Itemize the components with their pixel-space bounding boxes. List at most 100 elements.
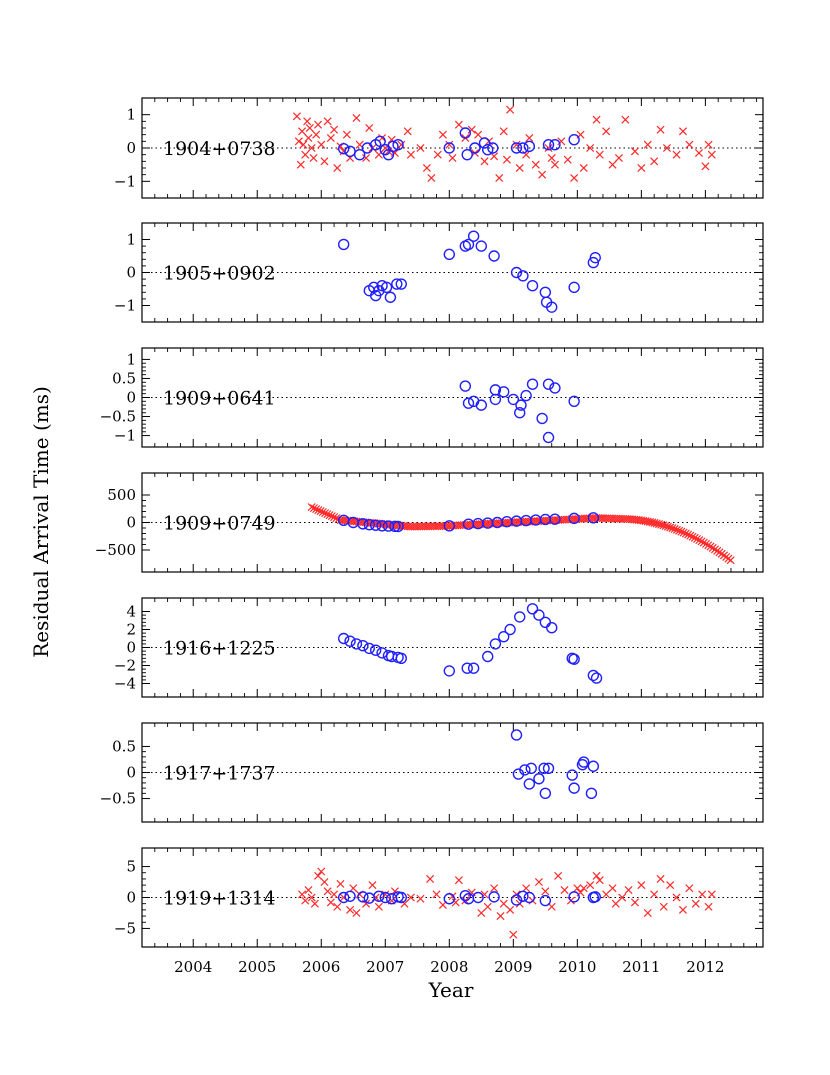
cross-marker <box>426 874 435 883</box>
cross-marker <box>522 884 531 893</box>
pulsar-name-label: 1909+0641 <box>163 388 276 410</box>
circle-marker <box>467 230 480 242</box>
cross-marker <box>474 130 483 139</box>
circle-marker <box>549 513 561 525</box>
cross-marker <box>704 541 713 550</box>
circle-marker <box>510 142 523 154</box>
y-tick-label: 0 <box>126 639 136 657</box>
cross-marker <box>670 524 679 534</box>
y-tick-label: 0.5 <box>112 369 136 387</box>
cross-marker <box>299 140 308 149</box>
cross-marker <box>333 163 342 173</box>
circle-marker <box>363 642 375 655</box>
cross-marker <box>333 902 342 911</box>
circle-marker <box>488 250 500 262</box>
cross-marker <box>301 150 310 159</box>
cross-marker <box>576 888 585 897</box>
cross-marker <box>691 899 700 908</box>
circle-marker <box>395 278 407 290</box>
circle-marker <box>374 135 386 148</box>
cross-marker <box>630 147 639 156</box>
circle-marker <box>546 301 558 313</box>
circle-marker <box>461 662 473 674</box>
y-tick-label: −5 <box>114 919 136 937</box>
circle-marker <box>489 393 502 406</box>
cross-marker <box>390 148 399 158</box>
cross-marker <box>317 867 326 876</box>
cross-marker <box>550 160 559 169</box>
cross-marker <box>499 899 508 908</box>
circle-marker <box>517 142 529 154</box>
cross-marker <box>480 890 489 899</box>
cross-marker <box>534 878 543 887</box>
cross-marker <box>678 905 687 914</box>
cross-marker <box>690 533 699 542</box>
cross-marker <box>362 153 371 163</box>
cross-marker <box>695 536 704 545</box>
x-tick-label: 2008 <box>430 958 468 976</box>
cross-marker <box>563 155 572 164</box>
circle-marker <box>587 512 600 524</box>
circle-marker <box>376 520 388 532</box>
markers <box>337 603 603 684</box>
y-tick-label: −0.5 <box>100 408 136 426</box>
cross-marker <box>643 140 652 149</box>
cross-marker <box>630 898 639 907</box>
y-tick-label: −1 <box>114 427 136 445</box>
cross-marker <box>509 930 518 939</box>
cross-marker <box>707 150 716 159</box>
circle-marker <box>539 787 552 800</box>
cross-marker <box>316 507 325 516</box>
circle-marker <box>488 891 500 903</box>
y-tick-label: 0.5 <box>112 737 136 755</box>
x-tick-label: 2007 <box>366 958 404 976</box>
cross-marker <box>445 140 454 149</box>
cross-marker <box>400 899 409 908</box>
cross-marker <box>668 524 677 533</box>
circle-marker <box>507 393 520 406</box>
cross-marker <box>314 506 323 515</box>
circle-marker <box>363 892 375 904</box>
cross-marker <box>321 509 330 518</box>
circle-marker <box>395 652 407 664</box>
cross-marker <box>502 155 511 164</box>
circle-marker <box>380 281 393 294</box>
cross-marker <box>659 902 668 911</box>
circle-marker <box>482 143 494 156</box>
cross-marker <box>679 528 688 537</box>
cross-marker <box>320 157 329 166</box>
y-tick-label: 1 <box>126 231 136 249</box>
cross-marker <box>525 133 534 143</box>
y-tick-label: −500 <box>95 541 136 559</box>
cross-marker <box>726 556 735 565</box>
circle-marker <box>517 890 529 902</box>
circle-marker <box>539 286 552 298</box>
circle-marker <box>539 894 552 907</box>
cross-marker <box>595 876 604 885</box>
cross-marker <box>586 143 595 153</box>
circle-marker <box>469 142 481 154</box>
circle-marker <box>589 891 601 903</box>
circle-marker <box>546 622 558 634</box>
circle-marker <box>538 762 550 775</box>
circle-marker <box>568 782 580 794</box>
cross-marker <box>467 125 476 134</box>
circle-marker <box>461 148 473 161</box>
cross-marker <box>661 521 670 531</box>
circle-marker <box>568 891 580 903</box>
cross-marker <box>611 899 620 908</box>
cross-marker <box>554 871 563 880</box>
y-tick-label: 1 <box>126 350 136 368</box>
cross-marker <box>531 160 540 169</box>
cross-marker <box>688 532 697 541</box>
circle-marker <box>510 266 523 279</box>
cross-marker <box>663 522 672 531</box>
cross-marker <box>305 123 314 133</box>
cross-marker <box>336 879 345 888</box>
y-tick-label: 500 <box>107 486 136 504</box>
cross-marker <box>698 890 707 899</box>
circle-marker <box>587 256 600 269</box>
y-axis-title: Residual Arrival Time (ms) <box>29 386 53 658</box>
cross-marker <box>304 886 313 895</box>
cross-marker <box>309 153 318 163</box>
